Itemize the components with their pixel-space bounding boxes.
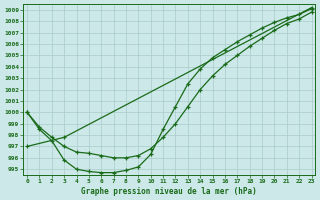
X-axis label: Graphe pression niveau de la mer (hPa): Graphe pression niveau de la mer (hPa) [81, 187, 257, 196]
